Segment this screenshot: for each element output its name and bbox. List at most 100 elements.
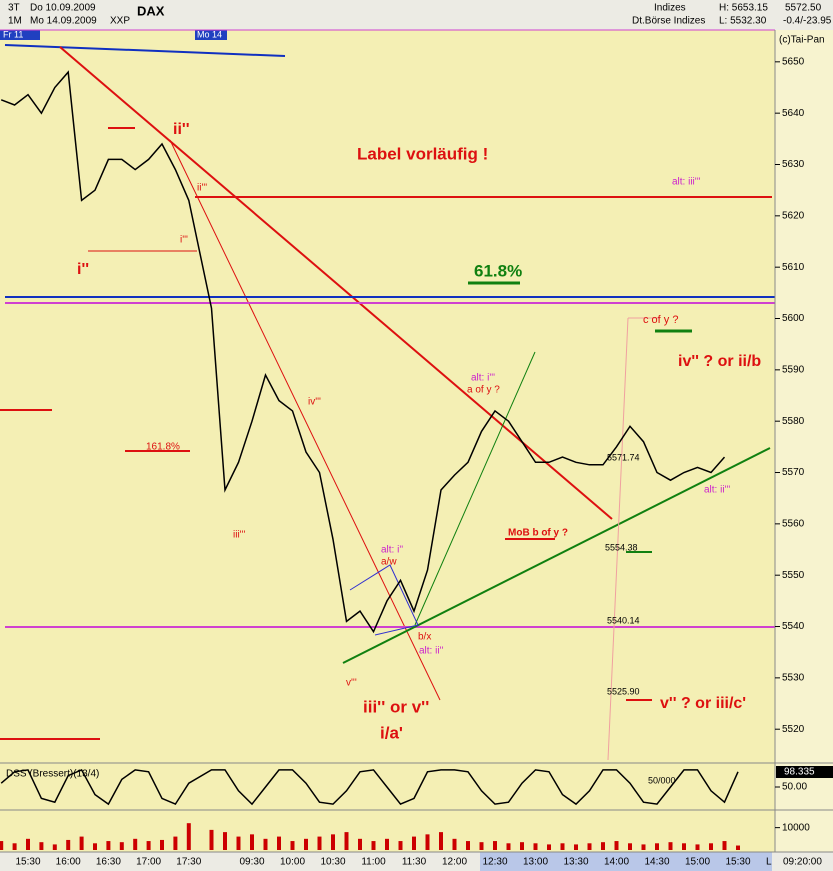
annotation: c of y ? (643, 314, 678, 326)
annotation: alt: ii''' (704, 485, 730, 496)
x-tick-label: 15:30 (725, 857, 750, 868)
annotation: Label vorläufig ! (357, 144, 488, 163)
volume-bar (722, 841, 727, 850)
annotation: 5540.14 (607, 615, 640, 625)
volume-bar (160, 839, 164, 850)
x-tick-label: 15:30 (15, 857, 40, 868)
header-text: H: 5653.15 (719, 3, 768, 14)
volume-bar (533, 843, 538, 850)
volume-bar (66, 839, 71, 850)
header-text: 5572.50 (785, 3, 822, 14)
header-text: 3T (8, 3, 20, 14)
volume-bar (452, 838, 457, 850)
volume-bar (209, 829, 214, 850)
y-tick-label: 5560 (782, 518, 805, 529)
annotation: MoB b of y ? (508, 528, 568, 539)
annotation: alt: i''' (471, 373, 495, 384)
annotation: alt: iii''' (672, 177, 701, 188)
price-axis (775, 30, 833, 871)
volume-bar (26, 838, 30, 850)
volume-bar (560, 843, 565, 850)
line (59, 46, 613, 520)
y-tick-label: 50.00 (782, 782, 807, 793)
annotation: ii'' (173, 121, 190, 138)
volume-bar (173, 836, 178, 850)
x-tick-label: 17:00 (136, 857, 161, 868)
volume-bar (520, 842, 524, 850)
volume-bar (398, 841, 403, 850)
volume-bar (358, 838, 362, 850)
header-text: 1M (8, 16, 22, 27)
day-flag (0, 30, 40, 40)
annotation: 5554.38 (605, 542, 638, 552)
y-tick-label: 5580 (782, 416, 805, 427)
day-flag (195, 30, 227, 40)
line (607, 317, 629, 761)
annotation: iv''' (308, 397, 321, 408)
header-text: -0.4/-23.95 (783, 16, 832, 27)
x-tick-label: 14:30 (644, 857, 669, 868)
header-text: Do 10.09.2009 (30, 3, 96, 14)
y-tick-label: 5610 (782, 262, 805, 273)
annotation: 161.8% (146, 442, 180, 453)
x-tick-label: 12:00 (442, 857, 467, 868)
volume-bar (439, 832, 443, 850)
x-tick-label: 14:00 (604, 857, 629, 868)
annotation: i'' (77, 261, 89, 278)
y-tick-label: 5570 (782, 467, 805, 478)
volume-bar (466, 841, 470, 850)
volume-bar (331, 834, 335, 850)
volume-bar (39, 842, 44, 850)
annotation: alt: ii'' (419, 646, 443, 657)
annotation: a of y ? (467, 385, 500, 396)
volume-bar (385, 838, 389, 850)
line (349, 564, 419, 636)
volume-bar (493, 841, 497, 850)
y-tick-label: 10000 (782, 822, 810, 833)
header-text: L: 5532.30 (719, 16, 767, 27)
annotation: alt: i'' (381, 545, 403, 556)
y-tick-label: 5620 (782, 210, 805, 221)
y-tick-label: 5640 (782, 108, 805, 119)
x-tick-label: 17:30 (176, 857, 201, 868)
copyright: (c)Tai-Pan (779, 35, 825, 46)
line (4, 44, 286, 57)
annotation: iii'' or v'' (363, 697, 429, 716)
annotation: i/a' (380, 723, 403, 742)
volume-bar (709, 843, 713, 850)
volume-bar (79, 836, 84, 850)
line (342, 447, 771, 664)
x-tick-label: 16:00 (56, 857, 81, 868)
volume-bar (133, 838, 138, 850)
annotation: b/x (418, 632, 431, 643)
y-tick-label: 5630 (782, 159, 805, 170)
drawings (0, 29, 833, 853)
volume-bar (119, 842, 124, 850)
volume-bar (186, 823, 191, 850)
volume-bar (146, 841, 151, 850)
header-text: Dt.Börse Indizes (632, 16, 705, 27)
annotation: ii''' (197, 183, 207, 194)
clock: 09:20:00 (783, 857, 822, 868)
x-tick-label: 16:30 (96, 857, 121, 868)
volume-bar (574, 844, 578, 850)
line (414, 351, 536, 626)
volume-bar (695, 844, 700, 850)
y-tick-label: 5650 (782, 56, 805, 67)
x-tick-label: 11:30 (402, 857, 427, 868)
volume-bar (655, 843, 659, 850)
volume-bar (425, 834, 430, 850)
line (169, 139, 441, 701)
volume-bar (344, 832, 349, 850)
x-tick-label: 09:30 (239, 857, 264, 868)
annotation: iii''' (233, 530, 245, 541)
annotation: 5525.90 (607, 686, 640, 696)
volume-bar (106, 841, 111, 850)
x-tick-label: 13:30 (563, 857, 588, 868)
volume-bar (547, 844, 551, 850)
volume-bar (52, 844, 57, 850)
x-tick-label: 11:00 (361, 857, 386, 868)
volume-bar (277, 836, 281, 850)
volume-bar (614, 841, 619, 850)
